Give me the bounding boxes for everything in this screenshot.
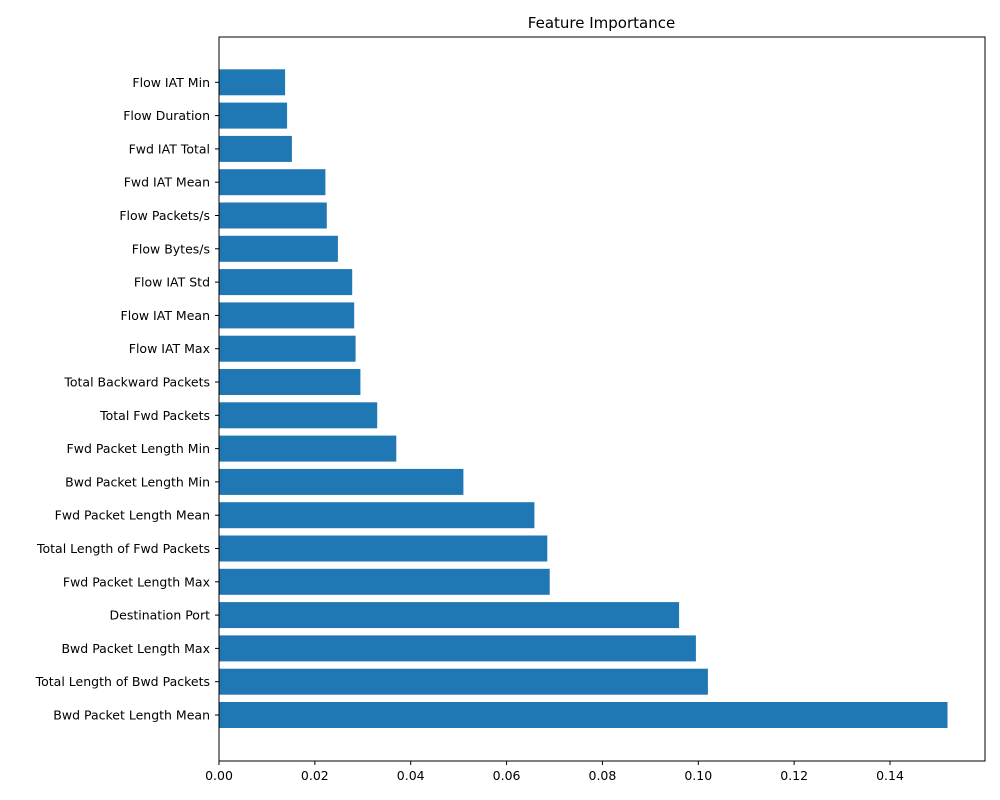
x-tick-label: 0.06 [493, 768, 521, 783]
y-tick-label: Flow IAT Mean [121, 308, 210, 323]
y-tick-label: Flow Duration [123, 108, 210, 123]
bar-fwd-iat-mean [219, 169, 326, 196]
y-tick-label: Flow IAT Min [132, 75, 210, 90]
y-tick-label: Total Backward Packets [63, 375, 210, 390]
y-tick-label: Bwd Packet Length Max [61, 641, 210, 656]
y-tick-label: Bwd Packet Length Min [65, 474, 210, 489]
x-tick-label: 0.00 [205, 768, 233, 783]
x-tick-label: 0.14 [876, 768, 904, 783]
y-tick-label: Total Fwd Packets [99, 408, 210, 423]
y-tick-label: Fwd Packet Length Mean [55, 508, 210, 523]
y-tick-label: Fwd Packet Length Min [67, 441, 210, 456]
y-tick-label: Total Length of Bwd Packets [35, 674, 210, 689]
bar-fwd-packet-length-max [219, 568, 550, 595]
bar-flow-iat-max [219, 335, 356, 362]
y-tick-label: Fwd IAT Mean [124, 175, 210, 190]
bar-flow-iat-mean [219, 302, 355, 329]
bar-fwd-iat-total [219, 135, 292, 162]
bar-total-backward-packets [219, 369, 361, 395]
bar-fwd-packet-length-min [219, 435, 397, 462]
plot-frame [218, 36, 986, 762]
bar-destination-port [219, 602, 680, 629]
y-tick-label: Fwd Packet Length Max [63, 574, 210, 589]
bar-flow-packets-s [219, 202, 327, 229]
y-tick-label: Total Length of Fwd Packets [36, 541, 210, 556]
y-tick-label: Fwd IAT Total [129, 141, 210, 156]
bar-bwd-packet-length-max [219, 635, 696, 662]
y-tick-label: Flow IAT Std [134, 275, 210, 290]
y-tick-label: Flow Bytes/s [132, 241, 210, 256]
y-tick-label: Flow IAT Max [129, 341, 210, 356]
y-tick-label: Destination Port [110, 608, 211, 623]
x-tick-label: 0.10 [684, 768, 712, 783]
chart-title: Feature Importance [528, 14, 675, 32]
bar-flow-duration [219, 102, 288, 129]
x-tick-label: 0.04 [397, 768, 425, 783]
bars-group [219, 69, 948, 728]
bar-total-length-of-fwd-packets [219, 535, 548, 562]
bar-bwd-packet-length-mean [219, 702, 948, 728]
x-ticks: 0.00 0.02 0.04 0.06 0.08 0.10 0.12 0.14 [205, 761, 904, 783]
x-tick-label: 0.08 [589, 768, 617, 783]
bar-bwd-packet-length-min [219, 468, 464, 495]
bar-flow-iat-std [219, 269, 353, 296]
y-tick-label: Flow Packets/s [119, 208, 210, 223]
bar-total-length-of-bwd-packets [219, 668, 708, 695]
x-tick-label: 0.12 [780, 768, 808, 783]
y-tick-labels: Bwd Packet Length Mean Total Length of Bw… [35, 75, 219, 723]
bar-flow-iat-min [219, 69, 286, 96]
bar-flow-bytes-s [219, 235, 338, 262]
bar-total-fwd-packets [219, 402, 378, 429]
bar-fwd-packet-length-mean [219, 502, 535, 529]
y-tick-label: Bwd Packet Length Mean [53, 708, 210, 723]
x-tick-label: 0.02 [301, 768, 329, 783]
